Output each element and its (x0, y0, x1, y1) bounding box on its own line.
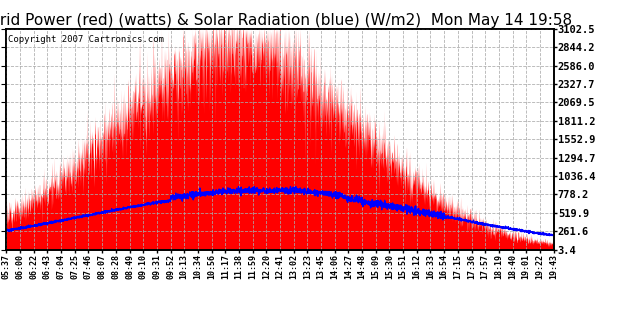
Title: Grid Power (red) (watts) & Solar Radiation (blue) (W/m2)  Mon May 14 19:58: Grid Power (red) (watts) & Solar Radiati… (0, 12, 572, 28)
Text: Copyright 2007 Cartronics.com: Copyright 2007 Cartronics.com (8, 36, 164, 44)
